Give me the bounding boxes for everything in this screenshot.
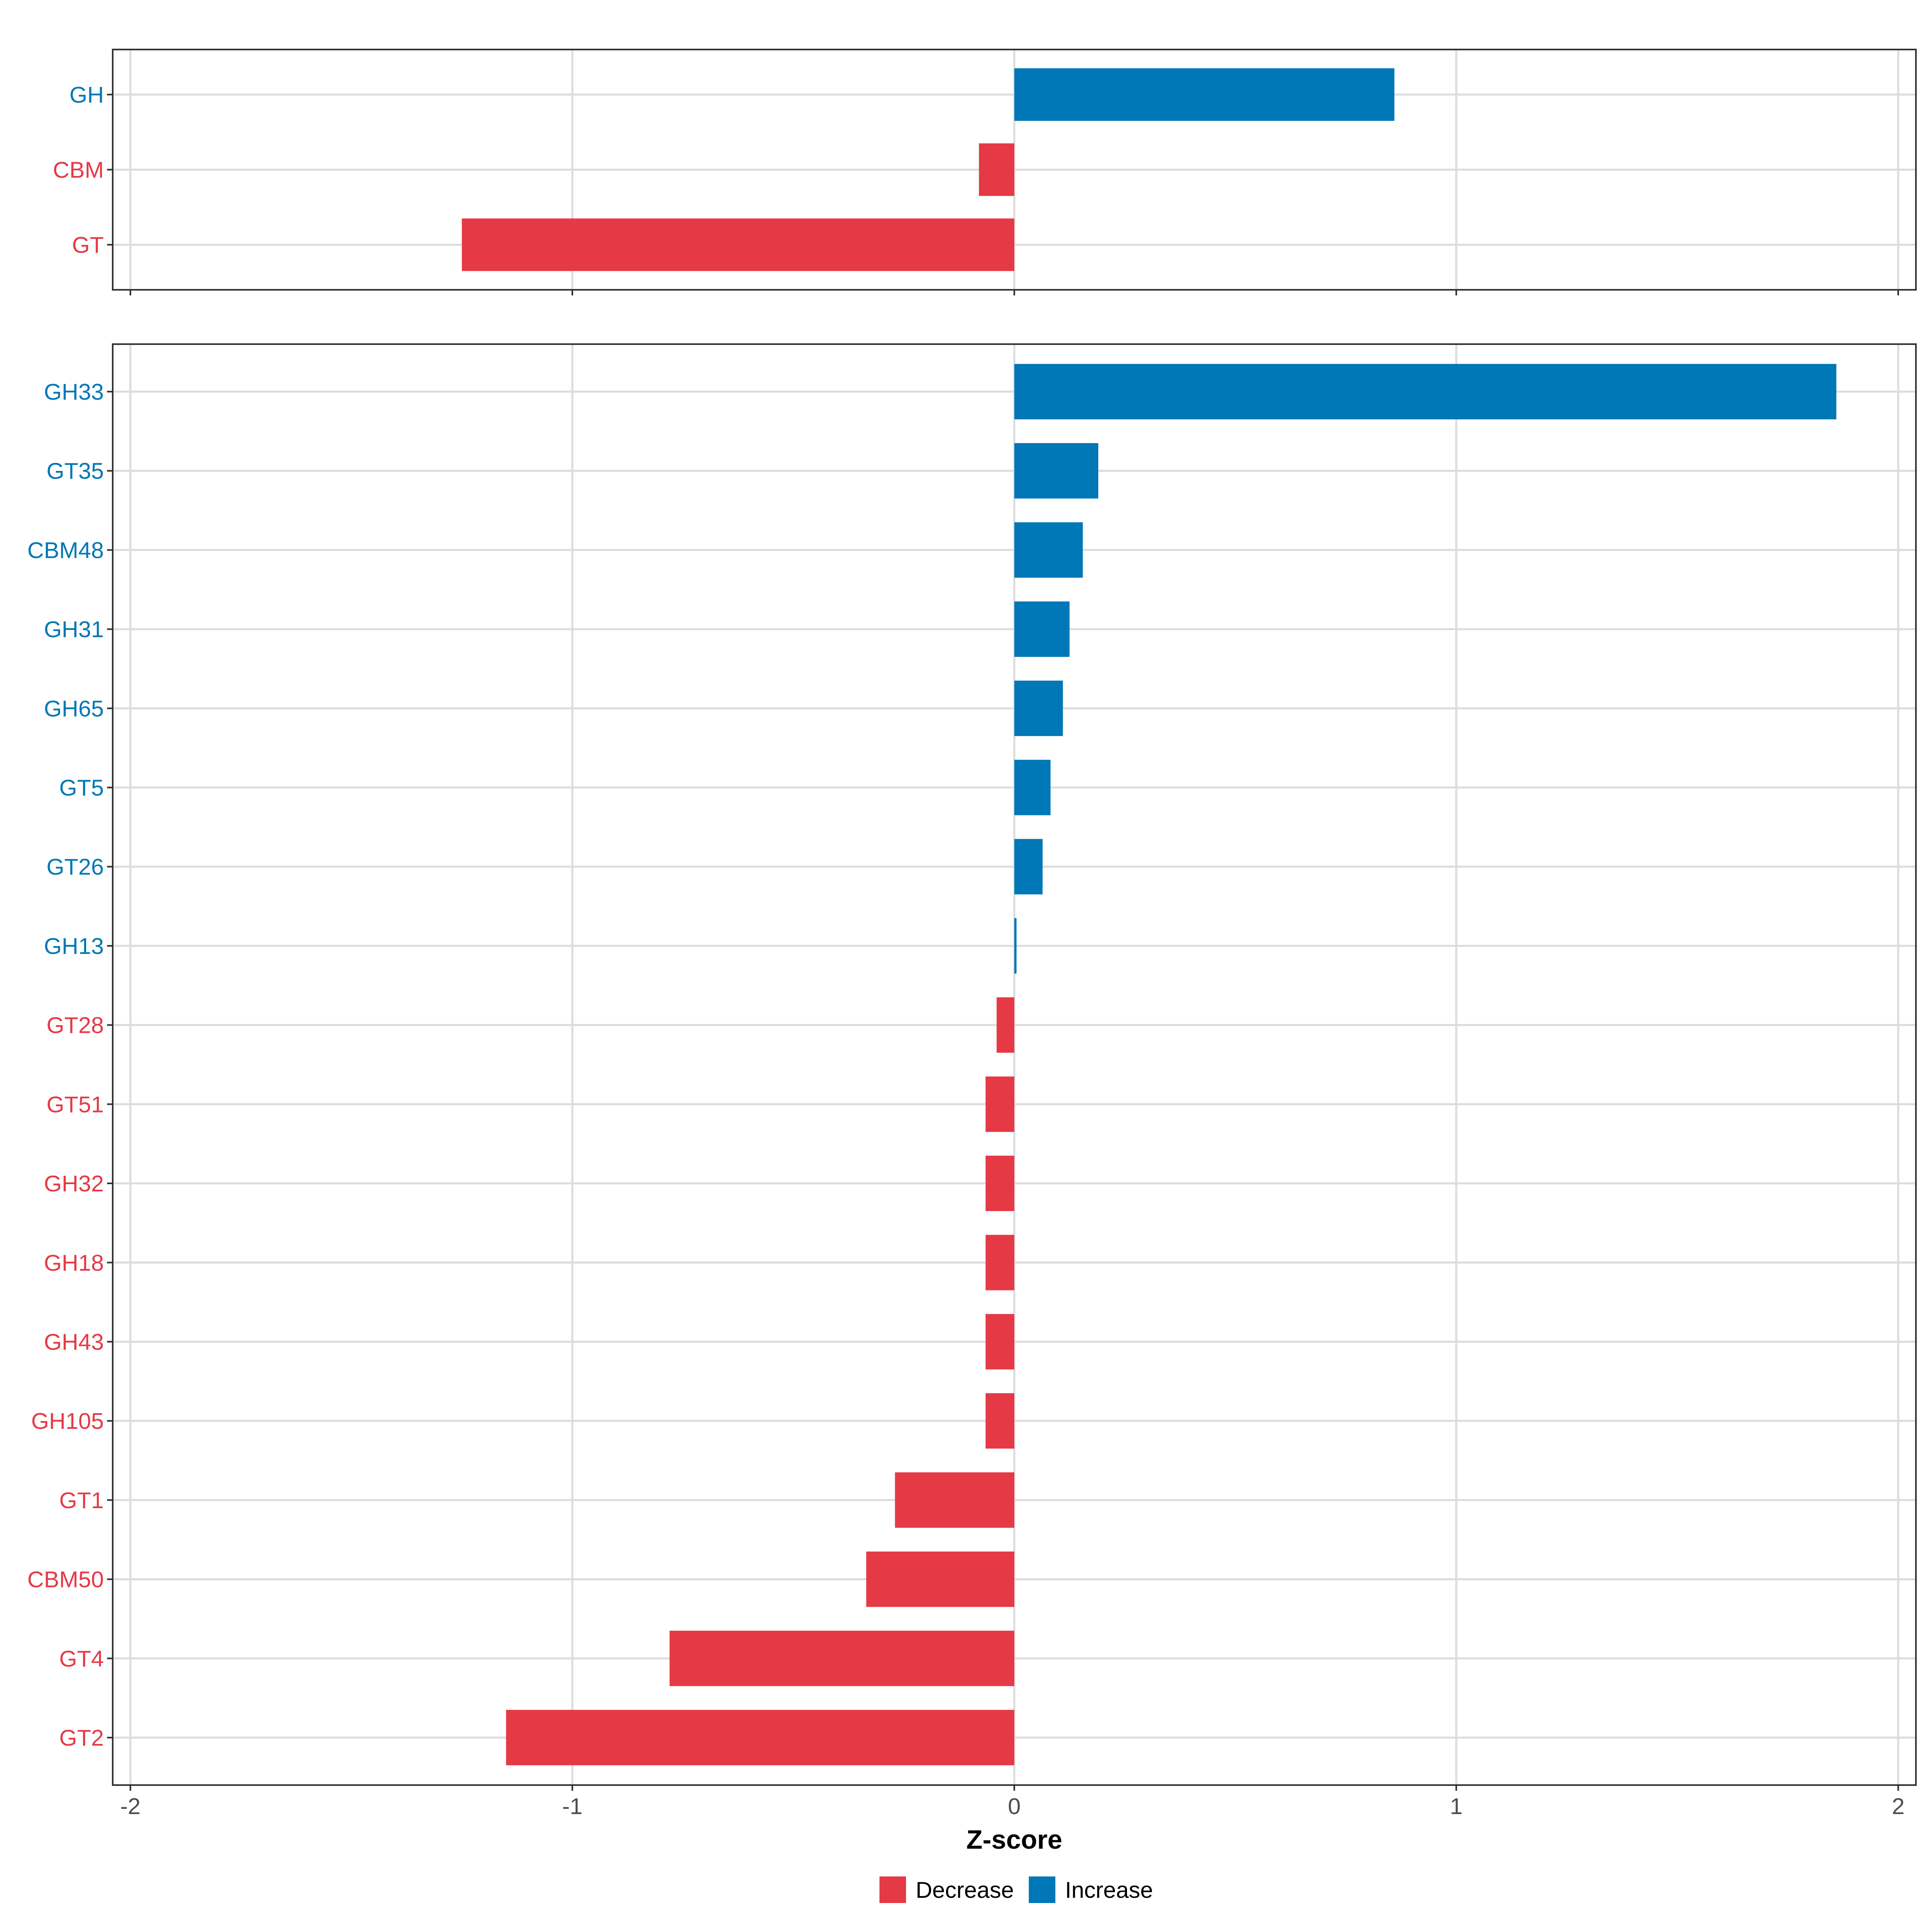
- panel-bottom-xtick-label: 0: [1008, 1794, 1021, 1819]
- panel-bottom-category-label: GT5: [59, 775, 104, 801]
- panel-bottom-category-label: GH13: [44, 933, 104, 959]
- panel-bottom-bar-gh33: [1014, 364, 1837, 419]
- panel-bottom-category-label: GH105: [31, 1408, 104, 1434]
- panel-bottom-bar-gh43: [985, 1314, 1014, 1370]
- panel-bottom-bar-cbm48: [1014, 522, 1083, 578]
- panel-bottom-bar-gt4: [669, 1631, 1014, 1686]
- panel-top-category-label: GH: [70, 82, 104, 108]
- panel-bottom-bar-gh105: [985, 1393, 1014, 1449]
- legend-key-increase: [1029, 1876, 1055, 1903]
- panel-bottom-bar-gt51: [985, 1076, 1014, 1132]
- panel-bottom-xtick-label: 2: [1892, 1794, 1905, 1819]
- legend-label-decrease: Decrease: [916, 1877, 1014, 1903]
- panel-bottom-xtick-label: -2: [120, 1794, 141, 1819]
- panel-bottom-bar-gh31: [1014, 601, 1070, 657]
- x-axis-title: Z-score: [966, 1825, 1062, 1854]
- panel-bottom-category-label: GH33: [44, 379, 104, 405]
- panel-bottom-category-label: CBM48: [27, 537, 104, 563]
- panel-top-bar-gh: [1014, 68, 1395, 121]
- panel-bottom-category-label: GH65: [44, 696, 104, 722]
- panel-bottom-bar-gt28: [997, 997, 1014, 1053]
- panel-bottom-category-label: GT51: [46, 1092, 104, 1117]
- panel-bottom-category-label: GH32: [44, 1171, 104, 1197]
- panel-bottom-category-label: GT26: [46, 854, 104, 880]
- panel-bottom-bar-gh18: [985, 1234, 1014, 1290]
- panel-bottom-category-label: GT35: [46, 458, 104, 484]
- panel-bottom-category-label: GT28: [46, 1013, 104, 1038]
- legend-label-increase: Increase: [1065, 1877, 1153, 1903]
- panel-bottom-bar-gt1: [895, 1472, 1014, 1528]
- panel-bottom-bar-gh65: [1014, 680, 1063, 736]
- panel-bottom-category-label: GH18: [44, 1250, 104, 1276]
- panel-bottom-xtick-label: -1: [562, 1794, 583, 1819]
- panel-bottom-xtick-label: 1: [1450, 1794, 1463, 1819]
- panel-top-category-label: GT: [72, 232, 104, 258]
- panel-bottom-bar-gt5: [1014, 760, 1051, 815]
- panel-bottom-bar-cbm50: [866, 1551, 1014, 1607]
- panel-bottom-bar-gt35: [1014, 443, 1098, 499]
- panel-bottom-category-label: GH31: [44, 617, 104, 642]
- panel-bottom-bar-gt26: [1014, 839, 1043, 895]
- panel-bottom-category-label: GH43: [44, 1329, 104, 1355]
- panel-bottom-bar-gh13: [1014, 918, 1017, 974]
- panel-top-category-label: CBM: [53, 157, 104, 183]
- panel-bottom-bar-gt2: [506, 1710, 1014, 1765]
- panel-top-bar-cbm: [979, 143, 1014, 196]
- legend-key-decrease: [879, 1876, 906, 1903]
- panel-top-bar-gt: [462, 218, 1014, 271]
- panel-bottom-category-label: GT1: [59, 1488, 104, 1513]
- panel-bottom-bar-gh32: [985, 1156, 1014, 1211]
- panel-bottom-category-label: GT4: [59, 1646, 104, 1672]
- panel-bottom-category-label: CBM50: [27, 1567, 104, 1593]
- panel-bottom-category-label: GT2: [59, 1725, 104, 1751]
